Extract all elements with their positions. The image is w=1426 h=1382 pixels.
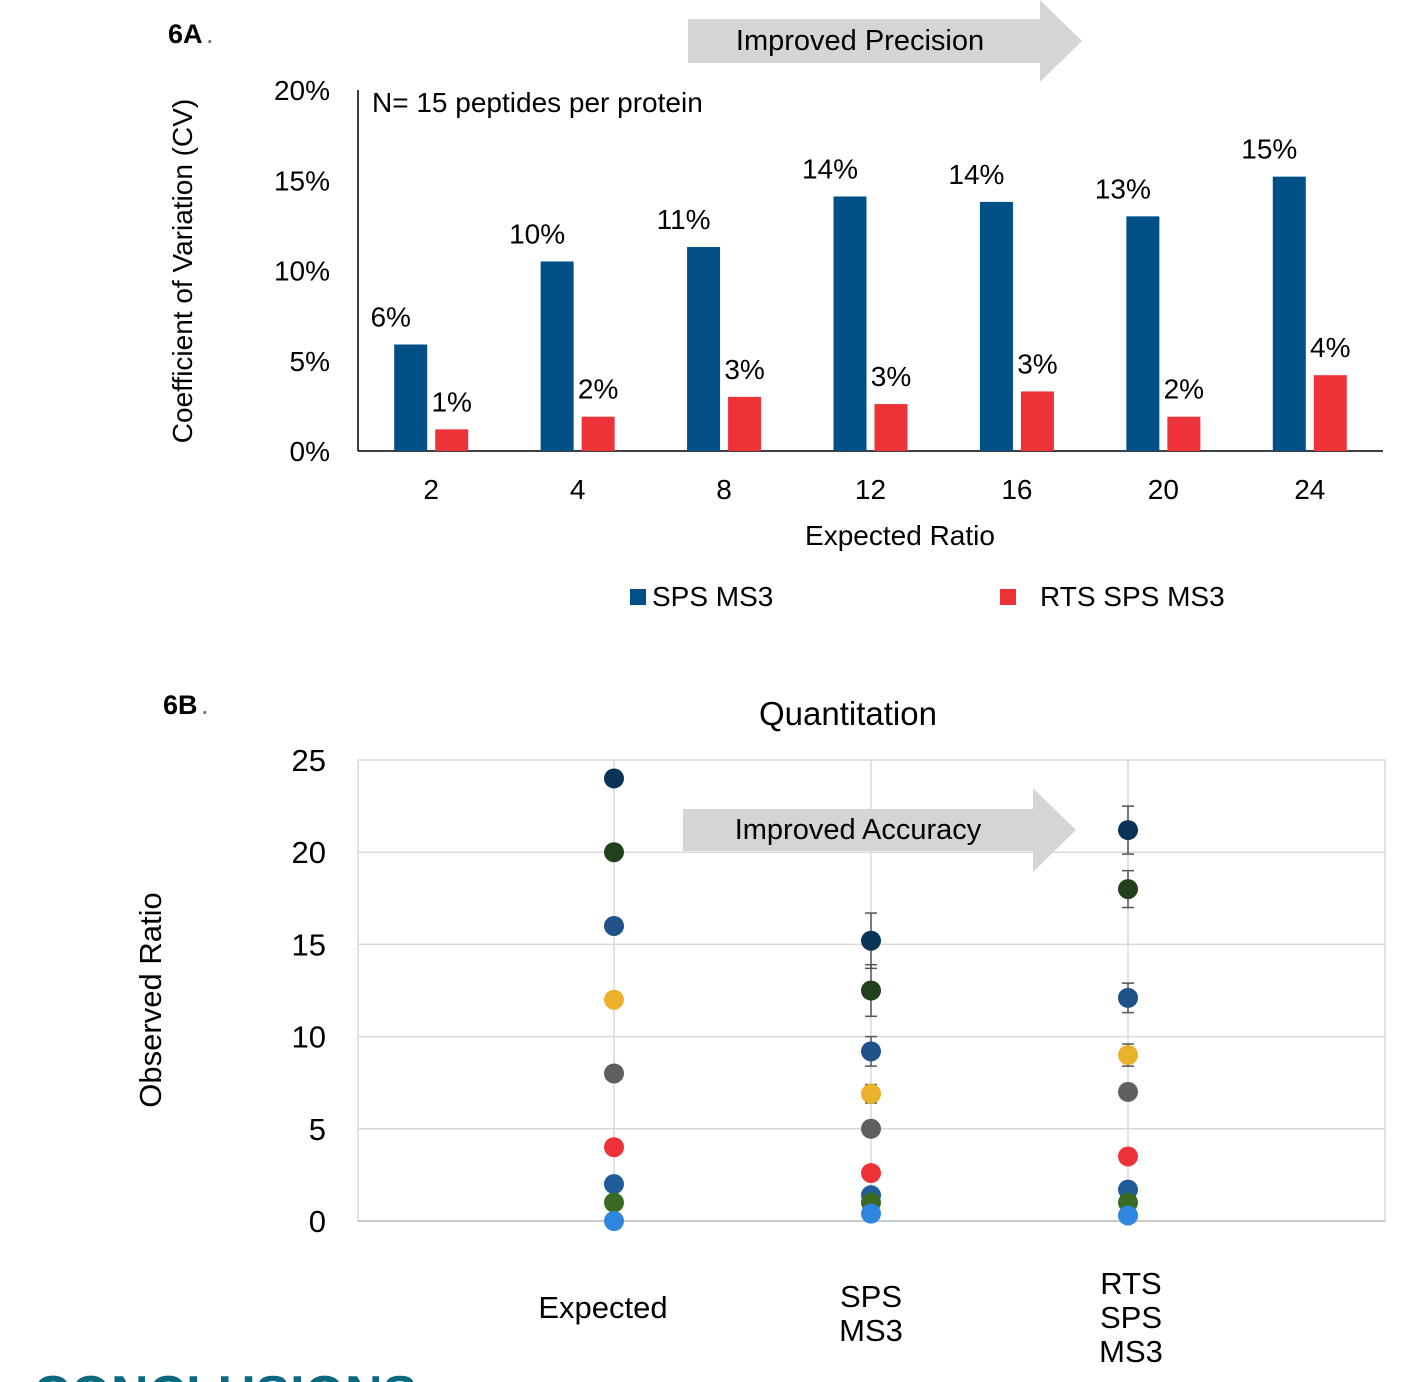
scatter-point xyxy=(1118,1205,1138,1226)
improved-precision-arrow xyxy=(688,0,1082,82)
y-tick-label: 20 xyxy=(292,835,326,870)
data-label: 13% xyxy=(1095,173,1151,204)
scatter-point xyxy=(1118,1146,1138,1167)
data-label: 3% xyxy=(871,361,911,392)
y-tick-label: 20% xyxy=(274,75,330,106)
y-tick-label: 0 xyxy=(309,1204,326,1239)
bar xyxy=(833,196,867,451)
x-tick-label: Expected xyxy=(538,1290,667,1325)
x-tick-label: 12 xyxy=(855,474,886,505)
peptides-annotation: N= 15 peptides per protein xyxy=(372,87,703,118)
scatter-point xyxy=(604,1192,624,1213)
scatter-point xyxy=(604,1174,624,1195)
panel-a-label-dot: . xyxy=(206,19,214,49)
improved-precision-label: Improved Precision xyxy=(736,25,984,57)
bar xyxy=(979,201,1013,451)
bar xyxy=(540,261,574,451)
scatter-point xyxy=(861,1041,881,1062)
panel-a-label: 6A xyxy=(168,19,203,49)
scatter-point xyxy=(604,768,624,789)
data-label: 1% xyxy=(431,386,471,417)
panel-b-title: Quantitation xyxy=(759,695,937,732)
x-tick-label: SPS xyxy=(1100,1300,1162,1335)
data-label: 10% xyxy=(509,218,565,249)
scatter-point xyxy=(861,1118,881,1139)
y-tick-label: 25 xyxy=(292,743,326,778)
x-tick-label: 16 xyxy=(1001,474,1032,505)
x-tick-label: MS3 xyxy=(1099,1334,1163,1369)
data-label: 3% xyxy=(724,354,764,385)
x-tick-label: 20 xyxy=(1148,474,1179,505)
bar xyxy=(1126,216,1160,451)
bar-chart-plot: 0% 5% 10% 15% 20% 2 6% 1% 4 10% 2% 8 11% 3% 12 14% 3% 16 1… xyxy=(274,75,1383,505)
bar xyxy=(435,429,469,451)
data-label: 11% xyxy=(657,204,711,235)
data-label: 6% xyxy=(370,302,410,333)
scatter-point xyxy=(1118,879,1138,900)
scatter-point xyxy=(1118,820,1138,841)
scatter-point xyxy=(1118,1045,1138,1066)
x-tick-label: 2 xyxy=(423,474,439,505)
scatter-point xyxy=(604,842,624,863)
x-tick-label: 24 xyxy=(1294,474,1325,505)
legend-swatch xyxy=(1000,589,1016,605)
y-tick-label: 5 xyxy=(309,1112,326,1147)
scatter-point xyxy=(604,1211,624,1231)
scatter-point xyxy=(861,1083,881,1104)
y-tick-label: 15 xyxy=(292,927,326,962)
scatter-point xyxy=(604,915,624,936)
bar xyxy=(728,396,762,451)
improved-accuracy-arrow xyxy=(683,788,1076,872)
data-label: 2% xyxy=(578,374,618,405)
bar-chart-legend: SPS MS3 RTS SPS MS3 xyxy=(630,581,1225,612)
data-label: 14% xyxy=(948,159,1004,190)
scatter-point xyxy=(604,1063,624,1084)
bar xyxy=(581,416,615,451)
legend-label: RTS SPS MS3 xyxy=(1040,581,1225,612)
panel-b-label-dot: . xyxy=(201,690,209,720)
data-label: 4% xyxy=(1310,332,1350,363)
bar xyxy=(1313,375,1347,451)
panel-b-y-axis-label: Observed Ratio xyxy=(133,892,168,1107)
y-tick-label: 10% xyxy=(274,256,330,287)
x-tick-label: MS3 xyxy=(839,1313,903,1348)
panel-a-y-axis-label: Coefficient of Variation (CV) xyxy=(167,99,198,443)
bar xyxy=(1272,176,1306,451)
bar xyxy=(874,404,908,451)
panel-a-x-axis-label: Expected Ratio xyxy=(805,520,995,551)
scatter-point xyxy=(861,1203,881,1224)
x-tick-label: 8 xyxy=(716,474,732,505)
y-tick-label: 5% xyxy=(290,346,330,377)
bar xyxy=(394,344,428,451)
y-tick-label: 0% xyxy=(290,436,330,467)
improved-accuracy-label: Improved Accuracy xyxy=(735,814,982,846)
scatter-point xyxy=(861,930,881,951)
scatter-point xyxy=(1118,987,1138,1008)
data-label: 3% xyxy=(1017,348,1057,379)
legend-label: SPS MS3 xyxy=(652,581,773,612)
scatter-point xyxy=(861,1163,881,1184)
bar xyxy=(1167,416,1201,451)
scatter-point xyxy=(1118,1081,1138,1102)
conclusions-heading: CONCLUSIONS xyxy=(33,1366,417,1382)
scatter-point xyxy=(604,1137,624,1158)
x-tick-label: SPS xyxy=(840,1279,902,1314)
data-label: 2% xyxy=(1164,374,1204,405)
x-tick-label: RTS xyxy=(1100,1266,1161,1301)
data-label: 14% xyxy=(802,153,858,184)
scatter-point xyxy=(604,989,624,1010)
scatter-point xyxy=(861,980,881,1001)
bar xyxy=(687,247,721,451)
panel-b-label: 6B xyxy=(163,690,198,720)
bar xyxy=(1020,391,1054,451)
legend-swatch xyxy=(630,589,646,605)
y-tick-label: 10 xyxy=(292,1020,326,1055)
data-label: 15% xyxy=(1241,134,1297,165)
y-tick-label: 15% xyxy=(274,165,330,196)
x-tick-label: 4 xyxy=(570,474,586,505)
